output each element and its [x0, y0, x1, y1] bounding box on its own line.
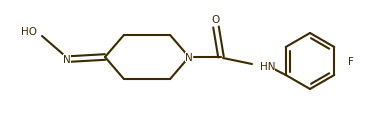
Text: O: O [212, 15, 220, 25]
Text: N: N [63, 54, 71, 64]
Text: HN: HN [260, 61, 275, 71]
Text: F: F [348, 57, 354, 66]
Text: N: N [185, 53, 193, 62]
Text: HO: HO [21, 27, 37, 37]
